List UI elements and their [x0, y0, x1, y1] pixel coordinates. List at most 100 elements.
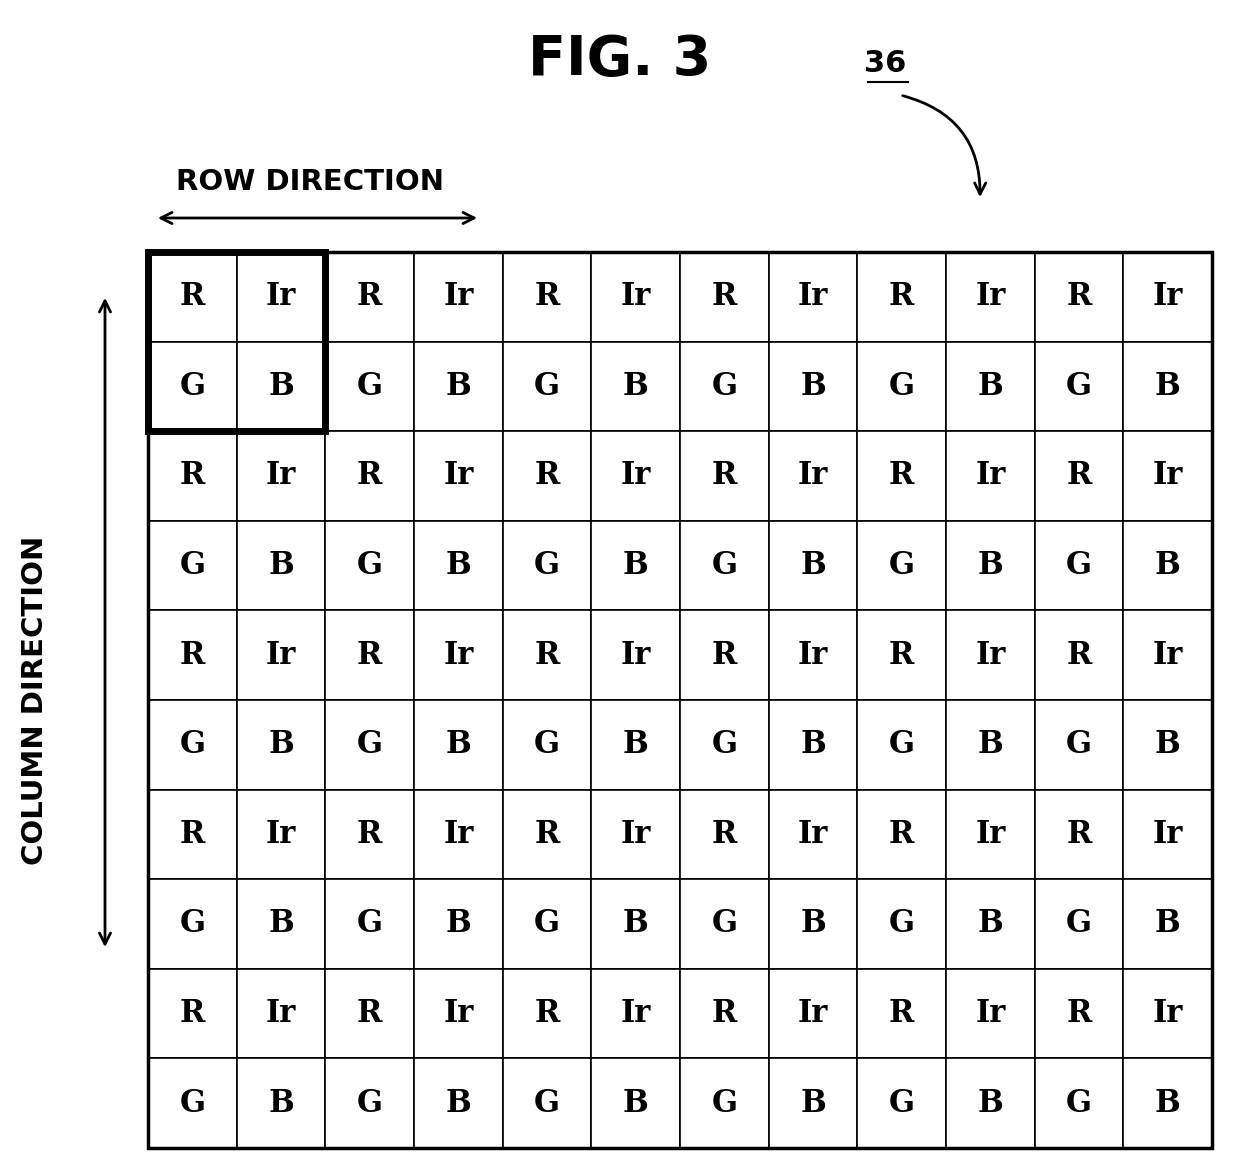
Text: G: G [889, 1088, 915, 1118]
Text: G: G [712, 1088, 738, 1118]
Text: Ir: Ir [620, 281, 651, 312]
Bar [1034, 969, 1123, 1059]
Text: G: G [180, 371, 206, 402]
Bar [591, 789, 680, 879]
Bar [237, 1059, 325, 1149]
Bar [680, 610, 769, 700]
Text: G: G [534, 729, 560, 760]
Bar [769, 431, 857, 521]
Bar [414, 1059, 502, 1149]
Bar [946, 1059, 1034, 1149]
Bar [325, 521, 414, 610]
Bar [857, 879, 946, 969]
Bar [680, 879, 769, 969]
Text: R: R [357, 640, 382, 670]
Bar [1123, 252, 1211, 342]
Bar [1123, 521, 1211, 610]
Text: G: G [180, 1088, 206, 1118]
Text: R: R [1066, 640, 1091, 670]
Text: G: G [1066, 371, 1092, 402]
Bar [946, 879, 1034, 969]
Text: B: B [622, 729, 649, 760]
Bar [325, 252, 414, 342]
Text: B: B [800, 908, 826, 940]
Bar [148, 252, 325, 431]
Bar [148, 521, 237, 610]
Text: G: G [180, 729, 206, 760]
Text: R: R [180, 640, 205, 670]
Text: G: G [1066, 1088, 1092, 1118]
Bar [148, 1059, 237, 1149]
Bar [325, 969, 414, 1059]
Text: R: R [357, 819, 382, 850]
Bar [1034, 700, 1123, 789]
Text: R: R [712, 640, 737, 670]
Bar [237, 969, 325, 1059]
Text: R: R [712, 281, 737, 312]
Text: G: G [357, 371, 383, 402]
Bar [857, 342, 946, 431]
Bar [325, 1059, 414, 1149]
Text: Ir: Ir [265, 640, 296, 670]
Bar [857, 521, 946, 610]
Bar [1123, 879, 1211, 969]
Text: R: R [357, 998, 382, 1030]
Text: B: B [268, 908, 294, 940]
Bar [680, 521, 769, 610]
Bar [591, 431, 680, 521]
Bar [769, 252, 857, 342]
Bar [237, 431, 325, 521]
Text: R: R [889, 281, 914, 312]
Text: R: R [534, 998, 559, 1030]
Bar [591, 342, 680, 431]
Text: B: B [1154, 550, 1180, 581]
Text: Ir: Ir [975, 998, 1006, 1030]
Text: G: G [712, 729, 738, 760]
Text: G: G [1066, 729, 1092, 760]
Text: R: R [889, 819, 914, 850]
Bar [857, 1059, 946, 1149]
Text: B: B [445, 729, 471, 760]
Text: B: B [445, 1088, 471, 1118]
Text: G: G [534, 908, 560, 940]
Text: B: B [445, 550, 471, 581]
Bar [591, 1059, 680, 1149]
Text: R: R [180, 281, 205, 312]
Text: Ir: Ir [265, 281, 296, 312]
Text: B: B [1154, 729, 1180, 760]
Text: G: G [712, 550, 738, 581]
Text: G: G [534, 371, 560, 402]
Text: R: R [534, 819, 559, 850]
Text: G: G [712, 908, 738, 940]
Text: G: G [357, 908, 383, 940]
Bar [325, 431, 414, 521]
Bar [1034, 252, 1123, 342]
Bar [148, 252, 237, 342]
Bar [857, 610, 946, 700]
Text: Ir: Ir [1152, 819, 1183, 850]
Bar [237, 789, 325, 879]
Bar [502, 1059, 591, 1149]
Bar [502, 789, 591, 879]
Text: 36: 36 [864, 49, 906, 78]
Text: R: R [712, 998, 737, 1030]
Text: Ir: Ir [443, 461, 474, 492]
Bar [769, 879, 857, 969]
Text: R: R [180, 819, 205, 850]
Text: R: R [889, 998, 914, 1030]
Text: R: R [180, 998, 205, 1030]
Bar [1123, 342, 1211, 431]
Bar [148, 879, 237, 969]
Bar [237, 521, 325, 610]
Bar [414, 431, 502, 521]
Text: G: G [1066, 550, 1092, 581]
Bar [148, 700, 237, 789]
Text: Ir: Ir [620, 819, 651, 850]
Bar [148, 610, 237, 700]
Text: G: G [889, 371, 915, 402]
Bar [591, 610, 680, 700]
Bar [148, 431, 237, 521]
Text: B: B [445, 371, 471, 402]
Text: Ir: Ir [620, 461, 651, 492]
Text: Ir: Ir [797, 640, 828, 670]
